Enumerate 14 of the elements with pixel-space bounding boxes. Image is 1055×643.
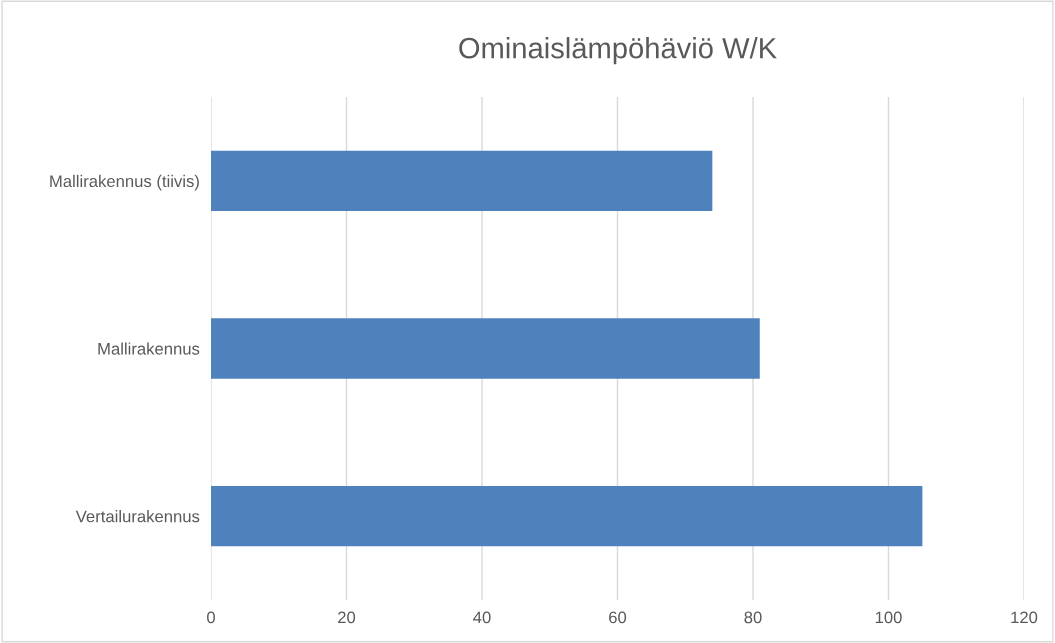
x-tick-label: 60 — [609, 611, 627, 624]
y-tick-label: Mallirakennus — [98, 342, 200, 355]
y-tick-label: Mallirakennus (tiivis) — [50, 174, 199, 191]
x-tick-label: 0 — [207, 611, 215, 624]
chart-title: Ominaislämpöhäviö W/K — [459, 37, 777, 65]
bar — [211, 485, 923, 547]
x-tick-label: 120 — [1011, 611, 1038, 624]
x-tick-label: 100 — [875, 611, 902, 624]
bar — [211, 150, 713, 212]
x-tick-label: 20 — [338, 611, 356, 624]
x-tick-label: 40 — [473, 611, 491, 624]
bar — [211, 318, 760, 379]
x-tick-label: 80 — [744, 611, 762, 624]
y-tick-label: Vertailurakennus — [75, 510, 200, 523]
